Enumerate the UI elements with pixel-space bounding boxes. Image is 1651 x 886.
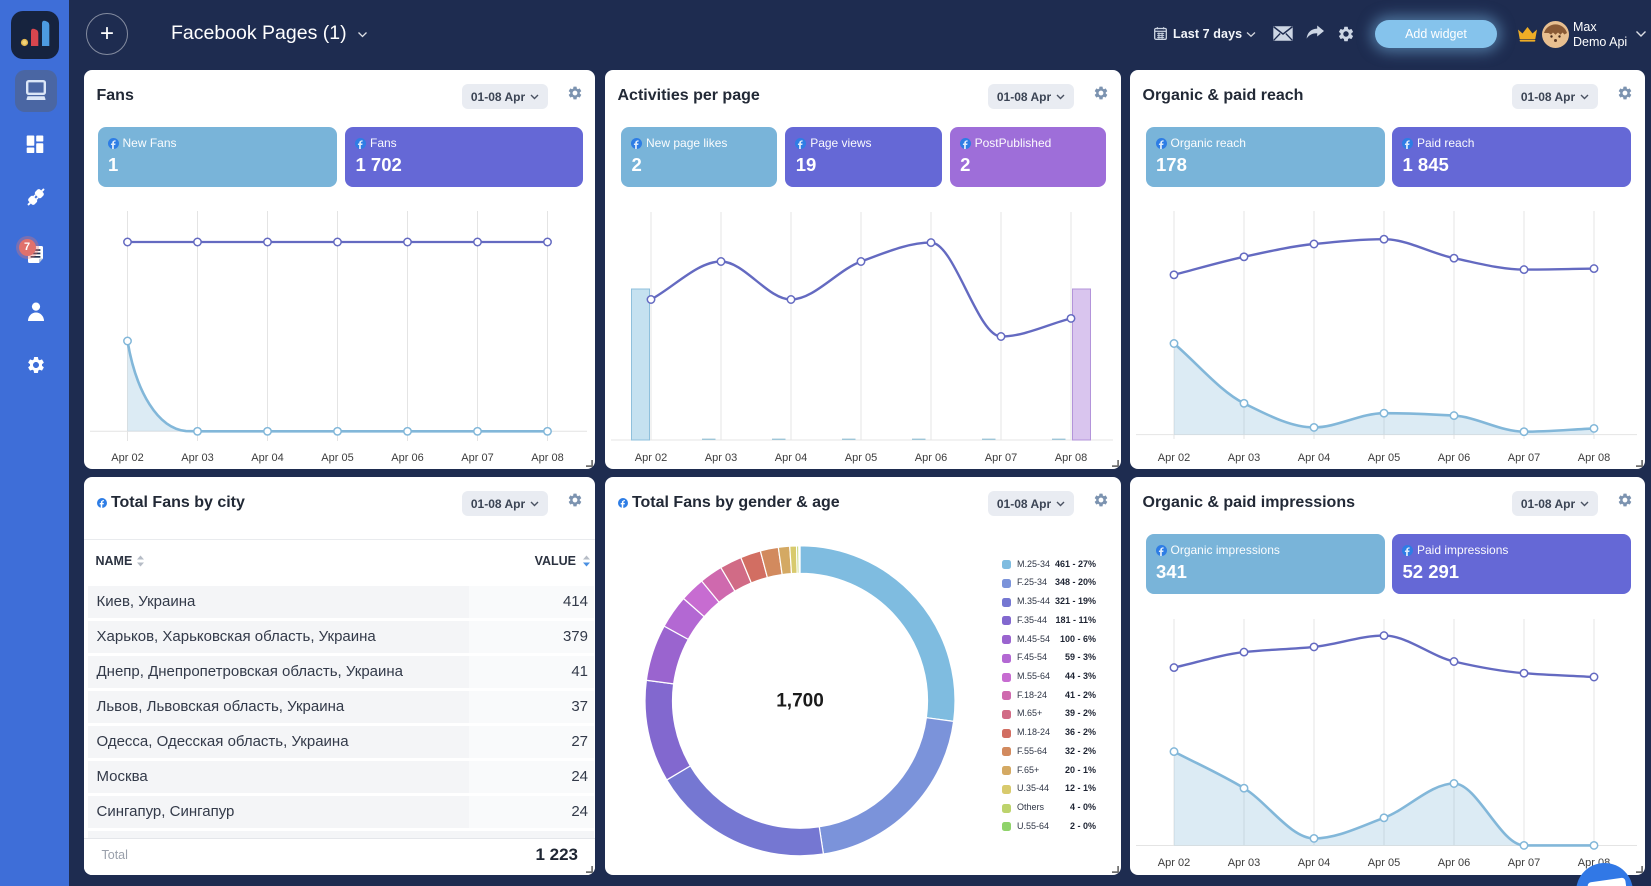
svg-text:Apr 02: Apr 02 [1158,452,1190,464]
svg-text:Apr 06: Apr 06 [915,452,947,464]
svg-text:Apr 08: Apr 08 [1578,452,1610,464]
svg-text:Apr 02: Apr 02 [635,452,667,464]
svg-text:Apr 07: Apr 07 [461,452,493,464]
svg-text:Apr 04: Apr 04 [1298,452,1330,464]
svg-text:Apr 05: Apr 05 [845,452,877,464]
svg-text:1,700: 1,700 [776,690,824,711]
svg-text:Apr 06: Apr 06 [1438,857,1470,869]
svg-text:Apr 08: Apr 08 [1055,452,1087,464]
svg-text:Apr 05: Apr 05 [1368,857,1400,869]
svg-text:Apr 03: Apr 03 [181,452,213,464]
svg-text:Apr 03: Apr 03 [1228,452,1260,464]
svg-text:Apr 02: Apr 02 [1158,857,1190,869]
svg-text:Apr 08: Apr 08 [531,452,563,464]
svg-text:Apr 04: Apr 04 [775,452,807,464]
svg-text:Apr 02: Apr 02 [111,452,143,464]
svg-text:Apr 07: Apr 07 [1508,452,1540,464]
svg-text:Apr 03: Apr 03 [1228,857,1260,869]
svg-text:Apr 06: Apr 06 [1438,452,1470,464]
svg-text:Apr 05: Apr 05 [1368,452,1400,464]
svg-text:Apr 05: Apr 05 [321,452,353,464]
svg-text:Apr 04: Apr 04 [1298,857,1330,869]
svg-text:Apr 06: Apr 06 [391,452,423,464]
svg-text:Apr 07: Apr 07 [985,452,1017,464]
svg-text:Apr 03: Apr 03 [705,452,737,464]
svg-text:Apr 07: Apr 07 [1508,857,1540,869]
svg-text:Apr 04: Apr 04 [251,452,283,464]
